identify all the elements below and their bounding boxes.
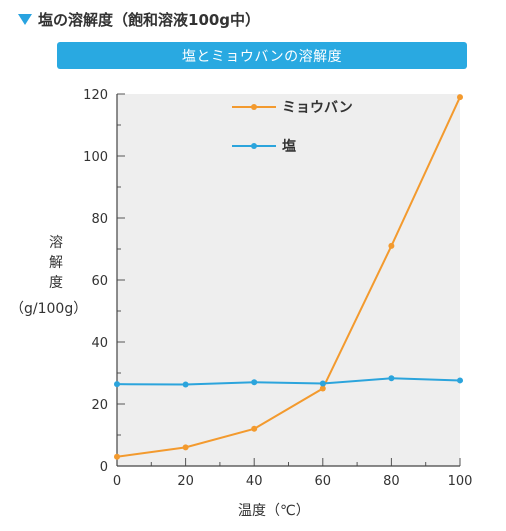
y-axis-label: 溶解度 bbox=[49, 235, 63, 291]
y-tick-label: 60 bbox=[91, 274, 108, 289]
legend-marker bbox=[251, 143, 257, 149]
triangle-down-icon bbox=[18, 14, 32, 25]
header: 塩の溶解度（飽和溶液100g中） bbox=[18, 8, 260, 30]
x-tick-label: 40 bbox=[246, 474, 263, 489]
data-point bbox=[388, 375, 395, 382]
data-point bbox=[457, 94, 463, 101]
page-title: 塩の溶解度（飽和溶液100g中） bbox=[38, 10, 261, 29]
chart-title-banner: 塩とミョウバンの溶解度 bbox=[57, 42, 467, 69]
y-axis-unit: （g/100g） bbox=[10, 301, 88, 317]
data-point bbox=[114, 381, 120, 388]
x-tick-label: 0 bbox=[113, 474, 121, 489]
legend-label: ミョウバン bbox=[282, 100, 353, 116]
y-tick-label: 80 bbox=[91, 212, 108, 227]
x-axis-label: 温度（℃） bbox=[238, 503, 310, 519]
data-point bbox=[182, 444, 189, 451]
x-tick-label: 20 bbox=[177, 474, 194, 489]
x-tick-label: 80 bbox=[383, 474, 400, 489]
data-point bbox=[319, 385, 326, 392]
y-tick-label: 100 bbox=[83, 150, 108, 165]
y-tick-label: 0 bbox=[100, 460, 108, 475]
legend-marker bbox=[251, 104, 257, 110]
data-point bbox=[114, 453, 120, 460]
data-point bbox=[319, 380, 326, 387]
data-point bbox=[251, 425, 258, 432]
y-tick-label: 20 bbox=[91, 398, 108, 413]
series-line-1 bbox=[116, 96, 461, 458]
x-tick-label: 60 bbox=[315, 474, 332, 489]
y-tick-label: 120 bbox=[83, 88, 108, 103]
plot-area bbox=[117, 94, 460, 466]
data-point bbox=[388, 242, 395, 249]
legend-label: 塩 bbox=[282, 138, 296, 155]
chart-title: 塩とミョウバンの溶解度 bbox=[181, 48, 343, 65]
series-line-2 bbox=[116, 377, 461, 386]
data-point bbox=[182, 381, 189, 388]
y-tick-label: 40 bbox=[91, 336, 108, 351]
x-tick-label: 100 bbox=[448, 474, 473, 489]
data-point bbox=[457, 377, 463, 384]
data-point bbox=[251, 379, 258, 386]
